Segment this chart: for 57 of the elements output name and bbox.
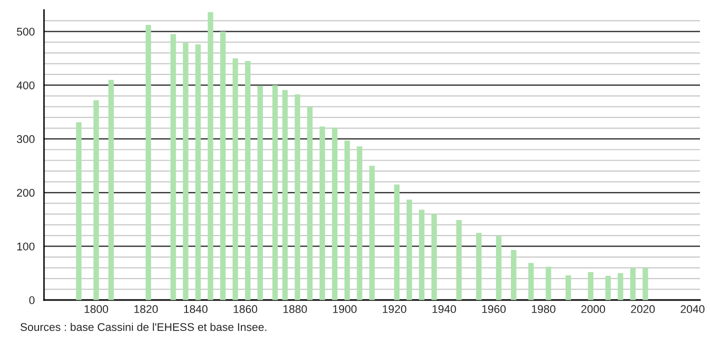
y-tick-label: 300 <box>16 135 35 144</box>
x-tick-label: 1860 <box>234 305 258 314</box>
bar <box>76 122 82 300</box>
bar <box>282 90 288 300</box>
y-tick-label: 200 <box>16 188 35 197</box>
bar <box>496 236 502 300</box>
bar <box>320 126 326 300</box>
bar <box>170 34 176 300</box>
bar <box>456 220 462 300</box>
bar <box>307 106 313 300</box>
bar <box>344 140 350 300</box>
bar <box>630 268 636 300</box>
bar <box>528 262 534 300</box>
bar <box>232 58 238 300</box>
bar <box>431 214 437 300</box>
bar <box>195 44 201 300</box>
x-tick-label: 1920 <box>382 305 406 314</box>
y-tick-label: 100 <box>17 242 35 250</box>
bar <box>566 275 572 300</box>
bar <box>245 61 250 300</box>
bar <box>618 273 624 300</box>
x-tick-label: 2040 <box>680 305 704 314</box>
bar <box>272 85 278 300</box>
x-tick-label: 2020 <box>631 305 655 314</box>
bar <box>108 80 114 300</box>
bar <box>332 128 338 300</box>
x-tick-label: 1900 <box>333 305 357 314</box>
x-tick-label: 1840 <box>184 305 208 314</box>
bar <box>294 94 300 300</box>
bar <box>418 210 424 300</box>
x-tick-label: 1980 <box>532 305 556 314</box>
x-tick-label: 1940 <box>432 305 456 314</box>
x-tick-label: 2000 <box>581 305 606 314</box>
bar <box>546 266 552 300</box>
bar <box>369 166 375 300</box>
bar <box>476 232 482 300</box>
x-tick-label: 1880 <box>283 305 307 314</box>
bar <box>220 31 226 300</box>
bar <box>146 25 152 300</box>
bar <box>182 42 188 300</box>
y-tick-label: 0 <box>29 296 35 304</box>
bar <box>257 86 263 300</box>
y-tick-label: 500 <box>16 28 35 36</box>
bar <box>642 268 648 300</box>
bar <box>406 200 412 300</box>
bar <box>605 276 611 300</box>
bar <box>510 250 516 300</box>
bar <box>356 146 362 300</box>
bar <box>588 272 594 300</box>
source-note: Sources : base Cassini de l'EHESS et base Insee. <box>20 322 266 331</box>
bar <box>208 12 214 300</box>
x-tick-label: 1800 <box>84 305 108 314</box>
x-tick-label: 1960 <box>482 305 506 314</box>
bar <box>394 184 400 300</box>
y-tick-label: 400 <box>16 81 35 90</box>
bar <box>93 100 99 300</box>
x-tick-label: 1820 <box>134 305 158 314</box>
